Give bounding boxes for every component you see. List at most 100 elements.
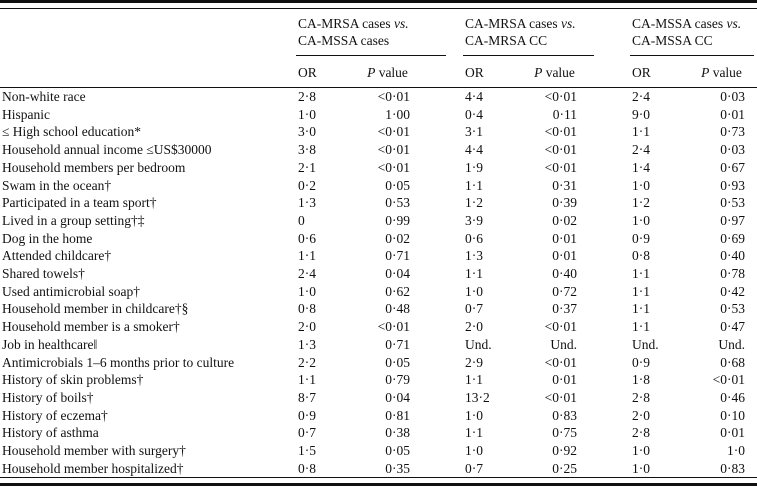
table-row: Hispanic 1·0 1·00 0·4 0·11 9·0 0·01 — [0, 106, 757, 124]
row-label: Dog in the home — [2, 230, 93, 246]
or-value-mssa-vs-cc: 1·4 — [632, 159, 650, 175]
column-gap — [580, 159, 630, 177]
column-gap — [580, 354, 630, 372]
or-value-mssa-vs-cc: 1·1 — [632, 266, 650, 282]
p-value-mrsa-vs-mssa: 0·38 — [385, 425, 410, 441]
p-value-mrsa-vs-mssa: 0·35 — [385, 460, 410, 476]
row-label: Used antimicrobial soap† — [2, 283, 140, 299]
or-value-mrsa-vs-cc: 1·0 — [465, 407, 483, 423]
table-row: Job in healthcare‖ 1·3 0·71 Und. Und. Un… — [0, 336, 757, 354]
or-value-mssa-vs-cc: 2·4 — [632, 142, 650, 158]
row-label: Household member hospitalized† — [2, 460, 184, 476]
or-value-mssa-vs-cc: 1·8 — [632, 372, 650, 388]
p-value-mrsa-vs-mssa: 0·79 — [385, 372, 410, 388]
table-row: Participated in a team sport† 1·3 0·53 1… — [0, 194, 757, 212]
p-value-mrsa-vs-mssa: 0·53 — [385, 195, 410, 211]
or-value-mrsa-vs-cc: 1·1 — [465, 177, 483, 193]
or-value-mrsa-vs-mssa: 0·8 — [298, 301, 316, 317]
or-value-mssa-vs-cc: 1·0 — [632, 212, 650, 228]
p-value-mrsa-vs-cc: <0·01 — [544, 142, 577, 158]
p-rest: value — [378, 65, 408, 80]
or-value-mrsa-vs-mssa: 1·1 — [298, 248, 316, 264]
group-header-row: CA-MRSA cases vs. CA-MSSA cases CA-MRSA c… — [0, 9, 757, 59]
p-value-mrsa-vs-mssa: 0·02 — [385, 230, 410, 246]
column-gap — [580, 88, 630, 106]
p-value-mrsa-vs-cc: <0·01 — [544, 319, 577, 335]
or-value-mrsa-vs-cc: 4·4 — [465, 142, 483, 158]
empty-corner-cell — [0, 9, 296, 59]
row-label: ≤ High school education* — [2, 124, 142, 140]
or-value-mrsa-vs-cc: 1·3 — [465, 248, 483, 264]
pvalue-column-header: P value — [682, 59, 757, 88]
or-value-mrsa-vs-cc: 1·1 — [465, 372, 483, 388]
p-value-mrsa-vs-mssa: 0·62 — [385, 283, 410, 299]
row-label: Lived in a group setting†‡ — [2, 212, 145, 228]
group-header-mrsa-vs-cc: CA-MRSA cases vs. CA-MRSA CC — [463, 9, 594, 59]
or-value-mrsa-vs-mssa: 0·8 — [298, 460, 316, 476]
p-value-mrsa-vs-cc: 0·25 — [552, 460, 577, 476]
subheader-row: OR P value OR P value OR P value — [0, 59, 757, 88]
group-title-line1: CA-MSSA cases — [632, 16, 724, 31]
table-row: Household members per bedroom 2·1 <0·01 … — [0, 159, 757, 177]
or-value-mrsa-vs-mssa: 3·0 — [298, 124, 316, 140]
table-header: CA-MRSA cases vs. CA-MSSA cases CA-MRSA c… — [0, 9, 757, 88]
or-value-mssa-vs-cc: 9·0 — [632, 106, 650, 122]
column-gap — [413, 389, 463, 407]
column-gap — [580, 141, 630, 159]
p-value-mrsa-vs-cc: 0·02 — [552, 212, 577, 228]
p-value-mrsa-vs-mssa: <0·01 — [377, 142, 410, 158]
p-value-mrsa-vs-mssa: 0·71 — [385, 248, 410, 264]
or-value-mrsa-vs-mssa: 2·4 — [298, 266, 316, 282]
p-value-mssa-vs-cc: 0·01 — [720, 425, 745, 441]
or-value-mssa-vs-cc: 1·0 — [632, 177, 650, 193]
row-label: History of asthma — [2, 425, 99, 441]
p-value-mssa-vs-cc: 0·97 — [720, 212, 745, 228]
p-value-mrsa-vs-cc: <0·01 — [544, 389, 577, 405]
p-value-mrsa-vs-cc: 0·01 — [552, 372, 577, 388]
vs-label: vs. — [561, 16, 576, 31]
p-value-mssa-vs-cc: 0·53 — [720, 195, 745, 211]
row-label: Non-white race — [2, 89, 86, 104]
or-value-mrsa-vs-cc: 0·4 — [465, 106, 483, 122]
column-gap — [580, 300, 630, 318]
or-value-mssa-vs-cc: 2·0 — [632, 407, 650, 423]
odds-ratio-table: CA-MRSA cases vs. CA-MSSA cases CA-MRSA c… — [0, 9, 757, 477]
p-value-mssa-vs-cc: 0·46 — [720, 389, 745, 405]
or-value-mssa-vs-cc: 1·0 — [632, 460, 650, 476]
pvalue-column-header: P value — [515, 59, 580, 88]
row-label: Household member with surgery† — [2, 443, 186, 459]
p-italic: P — [701, 65, 710, 80]
p-value-mrsa-vs-mssa: 0·48 — [385, 301, 410, 317]
or-value-mrsa-vs-mssa: 2·1 — [298, 159, 316, 175]
column-gap — [580, 265, 630, 283]
table-row: Attended childcare† 1·1 0·71 1·3 0·01 0·… — [0, 247, 757, 265]
p-value-mrsa-vs-mssa: 1·00 — [385, 106, 410, 122]
table-row: Swam in the ocean† 0·2 0·05 1·1 0·31 1·0… — [0, 177, 757, 195]
column-gap — [413, 407, 463, 425]
p-rest: value — [545, 65, 575, 80]
p-value-mrsa-vs-cc: <0·01 — [544, 159, 577, 175]
p-value-mrsa-vs-mssa: <0·01 — [377, 319, 410, 335]
column-gap — [413, 336, 463, 354]
p-value-mssa-vs-cc: 0·83 — [720, 460, 745, 476]
group-underline — [296, 55, 446, 56]
or-value-mssa-vs-cc: 2·8 — [632, 389, 650, 405]
column-gap — [413, 265, 463, 283]
or-value-mrsa-vs-mssa: 0·7 — [298, 425, 316, 441]
column-gap — [413, 230, 463, 248]
row-label: Household members per bedroom — [2, 159, 186, 175]
or-value-mrsa-vs-mssa: 0·9 — [298, 407, 316, 423]
or-value-mrsa-vs-mssa: 1·0 — [298, 106, 316, 122]
column-gap — [580, 442, 630, 460]
group-title: CA-MRSA cases vs. CA-MSSA cases — [296, 15, 413, 49]
table-row: ≤ High school education* 3·0 <0·01 3·1 <… — [0, 123, 757, 141]
row-label: Household annual income ≤US$30000 — [2, 142, 212, 158]
or-value-mrsa-vs-mssa: 8·7 — [298, 389, 316, 405]
or-value-mssa-vs-cc: 1·1 — [632, 283, 650, 299]
or-value-mssa-vs-cc: 0·8 — [632, 248, 650, 264]
p-value-mssa-vs-cc: Und. — [718, 336, 745, 352]
p-value-mrsa-vs-mssa: <0·01 — [377, 89, 410, 104]
group-underline — [630, 55, 754, 56]
p-value-mssa-vs-cc: 0·10 — [720, 407, 745, 423]
